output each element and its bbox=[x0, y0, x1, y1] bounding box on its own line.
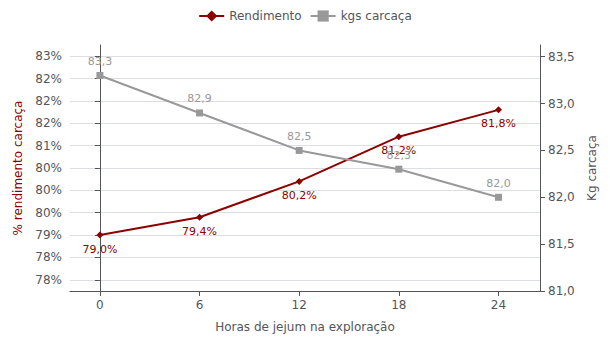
svg-text:81,5: 81,5 bbox=[548, 237, 575, 251]
svg-text:81,0: 81,0 bbox=[548, 284, 575, 298]
svg-text:12: 12 bbox=[292, 298, 307, 312]
svg-text:83%: 83% bbox=[35, 49, 62, 63]
svg-text:82,0: 82,0 bbox=[486, 177, 511, 190]
svg-text:81%: 81% bbox=[35, 139, 62, 153]
svg-text:79,0%: 79,0% bbox=[82, 243, 117, 256]
svg-text:80%: 80% bbox=[35, 206, 62, 220]
svg-text:82,5: 82,5 bbox=[548, 143, 575, 157]
svg-text:kgs carcaça: kgs carcaça bbox=[341, 9, 412, 23]
svg-text:83,0: 83,0 bbox=[548, 97, 575, 111]
svg-text:Kg carcaça: Kg carcaça bbox=[585, 135, 599, 201]
svg-text:Rendimento: Rendimento bbox=[229, 9, 301, 23]
svg-text:78%: 78% bbox=[35, 250, 62, 264]
svg-text:83,5: 83,5 bbox=[548, 50, 575, 64]
svg-text:0: 0 bbox=[96, 298, 104, 312]
svg-text:79,4%: 79,4% bbox=[182, 225, 217, 238]
svg-text:80%: 80% bbox=[35, 161, 62, 175]
svg-text:% rendimento carcaça: % rendimento carcaça bbox=[11, 101, 25, 236]
svg-text:24: 24 bbox=[491, 298, 506, 312]
svg-text:82%: 82% bbox=[35, 72, 62, 86]
svg-text:82%: 82% bbox=[35, 94, 62, 108]
svg-text:78%: 78% bbox=[35, 273, 62, 287]
svg-text:83,3: 83,3 bbox=[88, 55, 113, 68]
svg-text:81,8%: 81,8% bbox=[481, 117, 516, 130]
svg-text:82,3: 82,3 bbox=[387, 149, 412, 162]
svg-text:18: 18 bbox=[391, 298, 406, 312]
svg-text:82,9: 82,9 bbox=[187, 92, 212, 105]
svg-text:6: 6 bbox=[196, 298, 204, 312]
svg-text:82,0: 82,0 bbox=[548, 190, 575, 204]
svg-text:80,2%: 80,2% bbox=[282, 189, 317, 202]
svg-text:82,5: 82,5 bbox=[287, 130, 312, 143]
svg-text:79%: 79% bbox=[35, 228, 62, 242]
svg-text:82%: 82% bbox=[35, 116, 62, 130]
svg-text:80%: 80% bbox=[35, 183, 62, 197]
svg-text:Horas de jejum na exploração: Horas de jejum na exploração bbox=[215, 320, 395, 334]
